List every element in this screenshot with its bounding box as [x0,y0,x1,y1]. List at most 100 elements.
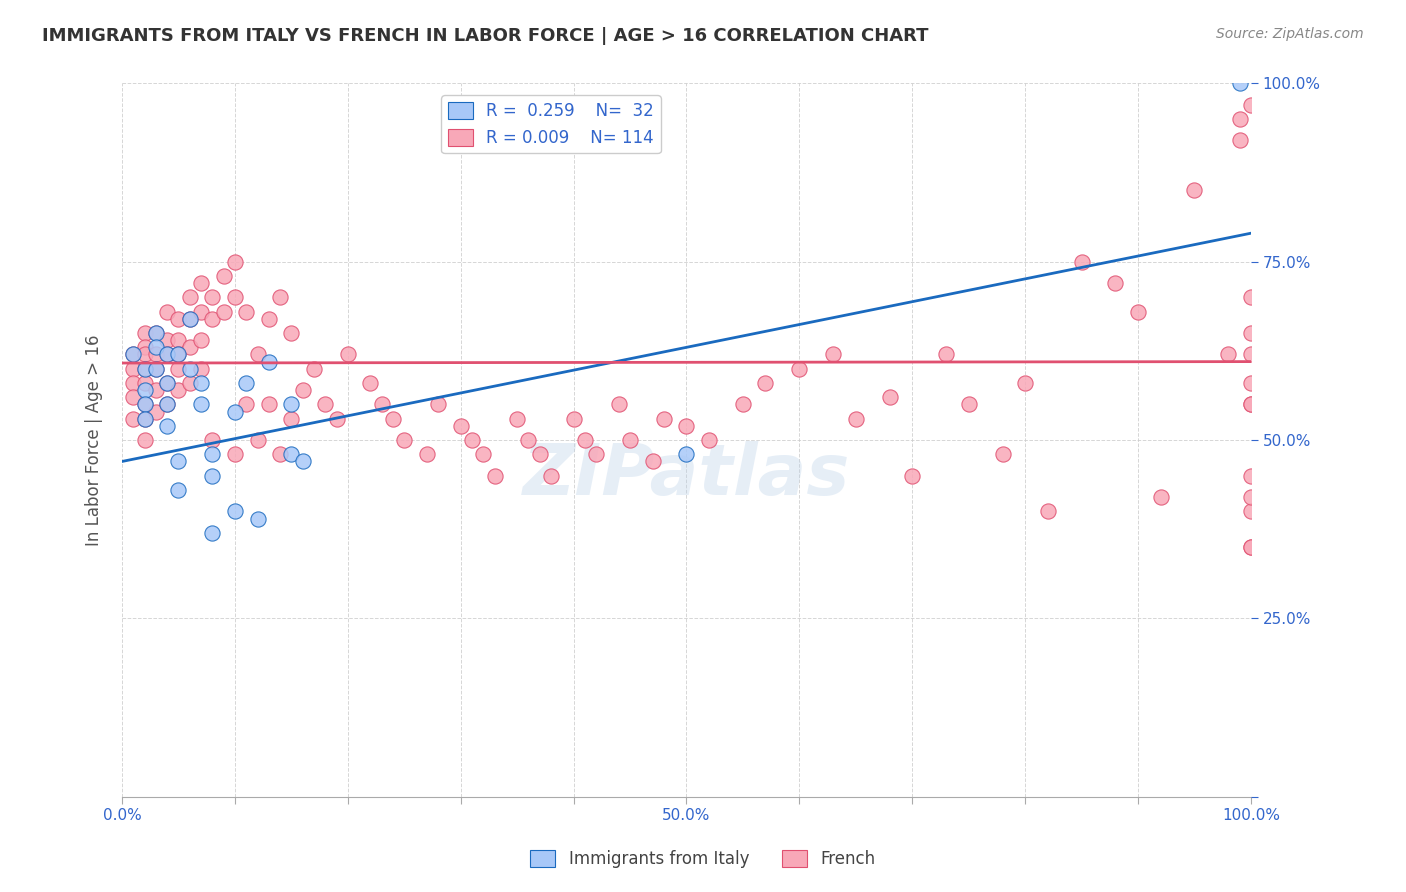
Point [156,376,179,390]
Point [201,433,224,447]
Point [359,376,381,390]
Point [1229,134,1251,148]
Point [122,376,145,390]
Point [212,268,235,283]
Point [257,397,280,411]
Point [156,418,179,433]
Point [201,311,224,326]
Point [134,326,156,340]
Point [472,447,495,461]
Point [517,433,540,447]
Point [1218,347,1240,361]
Point [145,361,167,376]
Point [957,397,980,411]
Legend: R =  0.259    N=  32, R = 0.009    N= 114: R = 0.259 N= 32, R = 0.009 N= 114 [441,95,661,153]
Text: IMMIGRANTS FROM ITALY VS FRENCH IN LABOR FORCE | AGE > 16 CORRELATION CHART: IMMIGRANTS FROM ITALY VS FRENCH IN LABOR… [42,27,929,45]
Point [1240,290,1263,304]
Point [1240,540,1263,554]
Point [134,376,156,390]
Point [179,311,201,326]
Point [224,254,246,268]
Point [370,397,392,411]
Point [619,433,641,447]
Point [224,404,246,418]
Point [190,376,212,390]
Point [484,468,506,483]
Point [156,397,179,411]
Point [574,433,596,447]
Point [179,290,201,304]
Point [450,418,472,433]
Point [167,311,190,326]
Point [212,304,235,318]
Point [167,347,190,361]
Point [1149,490,1171,504]
Point [167,333,190,347]
Point [145,404,167,418]
Point [1240,397,1263,411]
Point [156,304,179,318]
Point [394,433,416,447]
Point [156,376,179,390]
Point [269,290,291,304]
Point [731,397,754,411]
Point [336,347,359,361]
Point [1184,183,1206,197]
Point [506,411,529,425]
Point [122,390,145,404]
Point [179,311,201,326]
Point [461,433,484,447]
Point [416,447,439,461]
Point [697,433,720,447]
Point [190,276,212,290]
Point [190,361,212,376]
Point [314,397,336,411]
Point [134,347,156,361]
Point [224,447,246,461]
Point [134,433,156,447]
Point [145,383,167,397]
Point [675,418,697,433]
Point [134,411,156,425]
Point [901,468,924,483]
Point [1240,504,1263,518]
Point [190,333,212,347]
Point [269,447,291,461]
Point [134,411,156,425]
Point [235,376,257,390]
Point [201,447,224,461]
Point [167,383,190,397]
Point [156,397,179,411]
Point [201,290,224,304]
Point [607,397,630,411]
Point [235,304,257,318]
Point [291,454,314,468]
Point [145,326,167,340]
Point [167,483,190,497]
Point [122,361,145,376]
Point [156,347,179,361]
Point [201,468,224,483]
Point [280,326,302,340]
Point [562,411,585,425]
Point [1240,397,1263,411]
Point [145,326,167,340]
Point [845,411,868,425]
Point [167,347,190,361]
Point [935,347,957,361]
Point [540,468,562,483]
Point [1240,326,1263,340]
Point [122,411,145,425]
Point [235,397,257,411]
Point [529,447,551,461]
Point [325,411,347,425]
Point [179,340,201,354]
Point [675,447,697,461]
Text: ZIPatlas: ZIPatlas [523,442,851,510]
Point [280,447,302,461]
Point [224,504,246,518]
Point [145,361,167,376]
Point [291,383,314,397]
Point [1104,276,1126,290]
Y-axis label: In Labor Force | Age > 16: In Labor Force | Age > 16 [86,334,103,546]
